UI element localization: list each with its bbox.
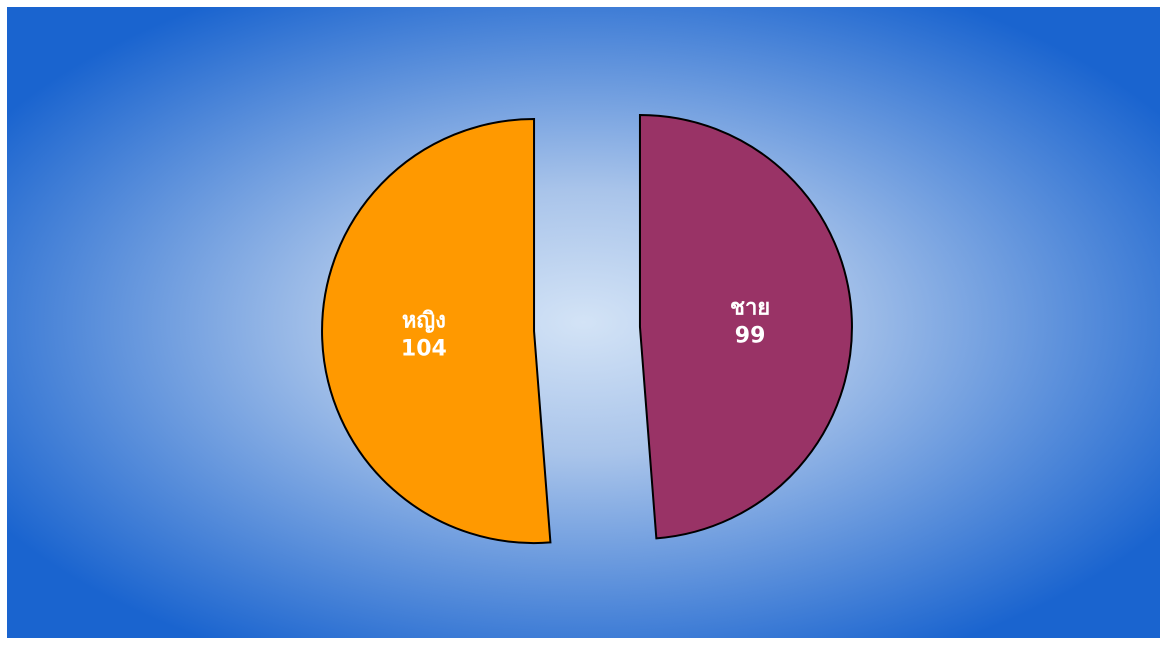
pie-slice <box>638 113 853 540</box>
slice-value: 99 <box>735 324 766 349</box>
background <box>7 7 1160 638</box>
slice-label: ชาย <box>730 296 770 321</box>
slice-value: 104 <box>401 336 447 361</box>
pie-slice <box>321 118 552 545</box>
slice-label: หญิง <box>402 308 446 333</box>
